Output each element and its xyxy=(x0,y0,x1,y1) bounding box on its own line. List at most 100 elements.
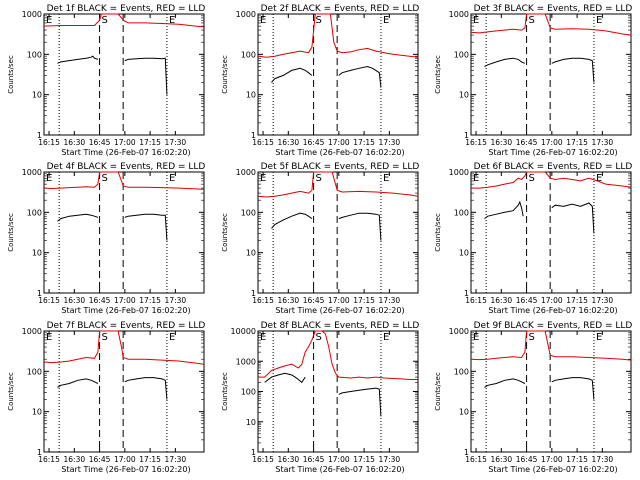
series-lld-line xyxy=(471,171,632,189)
chart-panel-det-7f: Det 7f BLACK = Events, RED = LLD Counts/s… xyxy=(7,321,205,474)
x-tick-label: 16:15 xyxy=(252,296,274,305)
chart-title: Det 3f BLACK = Events, RED = LLD xyxy=(474,4,633,14)
chart-title: Det 2f BLACK = Events, RED = LLD xyxy=(261,4,420,14)
y-axis-label: Counts/sec xyxy=(7,55,15,94)
x-tick-label: 16:45 xyxy=(516,296,538,305)
end-marker-label: E xyxy=(169,15,175,26)
y-tick-label: 1000 xyxy=(236,10,256,19)
end-marker-label: E xyxy=(383,332,389,343)
start-marker-label: S xyxy=(101,15,107,26)
y-tick-label: 1 xyxy=(464,289,469,298)
x-tick-label: 16:30 xyxy=(64,296,86,305)
x-tick-label: 17:30 xyxy=(592,455,614,464)
y-tick-label: 10 xyxy=(459,91,469,100)
series-events-line xyxy=(271,212,382,241)
y-tick-label: 1000 xyxy=(449,327,469,336)
x-tick-label: 17:30 xyxy=(165,296,187,305)
x-tick-label: 17:15 xyxy=(139,138,161,147)
y-tick-label: 1000 xyxy=(449,168,469,177)
x-tick-label: 16:15 xyxy=(465,296,487,305)
chart-panel-det-8f: Det 8f BLACK = Events, RED = LLD Counts/s… xyxy=(221,321,419,474)
y-tick-label: 100 xyxy=(241,50,256,59)
x-tick-label: 16:15 xyxy=(252,138,274,147)
x-axis-label: Start Time (26-Feb-07 16:02:20) xyxy=(488,148,617,157)
plot-frame xyxy=(470,171,632,294)
series-lld-line xyxy=(257,13,419,58)
series-lld-line xyxy=(258,330,418,380)
x-tick-label: 17:00 xyxy=(328,296,350,305)
x-tick-label: 16:30 xyxy=(278,455,300,464)
y-axis-label: Counts/sec xyxy=(434,372,442,411)
y-tick-label: 10 xyxy=(32,249,42,258)
y-tick-label: 1000 xyxy=(22,327,42,336)
series-lld-line xyxy=(257,171,419,198)
y-tick-label: 10 xyxy=(246,91,256,100)
y-tick-label: 1 xyxy=(464,131,469,140)
x-tick-label: 17:15 xyxy=(566,138,588,147)
x-tick-label: 16:15 xyxy=(38,296,60,305)
x-tick-label: 16:30 xyxy=(64,455,86,464)
x-tick-label: 17:00 xyxy=(328,138,350,147)
start-marker-label: S xyxy=(528,15,534,26)
plot-frame xyxy=(43,330,205,453)
y-tick-label: 1 xyxy=(37,448,42,457)
x-tick-label: 16:45 xyxy=(303,296,325,305)
y-tick-label: 10 xyxy=(459,249,469,258)
chart-panel-det-4f: Det 4f BLACK = Events, RED = LLD Counts/s… xyxy=(7,162,205,315)
series-events-line xyxy=(484,200,595,234)
x-axis-label: Start Time (26-Feb-07 16:02:20) xyxy=(488,306,617,315)
x-tick-label: 17:30 xyxy=(379,296,401,305)
start-marker-label: S xyxy=(315,15,321,26)
x-tick-label: 16:15 xyxy=(38,455,60,464)
y-axis-label: Counts/sec xyxy=(7,372,15,411)
end-marker-label: E xyxy=(46,173,52,184)
x-tick-label: 17:30 xyxy=(165,138,187,147)
end-marker-label: E xyxy=(260,332,266,343)
y-axis-label: Counts/sec xyxy=(221,213,229,252)
end-marker-label: E xyxy=(473,173,479,184)
series-events-line xyxy=(57,377,168,400)
x-tick-label: 16:45 xyxy=(303,455,325,464)
series-lld-line xyxy=(470,13,632,36)
y-axis-label: Counts/sec xyxy=(221,372,229,411)
y-tick-label: 1000 xyxy=(22,10,42,19)
end-marker-label: E xyxy=(473,332,479,343)
x-tick-label: 17:15 xyxy=(566,455,588,464)
y-tick-label: 100 xyxy=(454,208,469,217)
x-tick-label: 17:30 xyxy=(592,296,614,305)
series-lld-line xyxy=(470,330,632,361)
y-tick-label: 1000 xyxy=(236,168,256,177)
series-events-line xyxy=(484,57,595,83)
chart-title: Det 5f BLACK = Events, RED = LLD xyxy=(261,162,420,172)
x-axis-label: Start Time (26-Feb-07 16:02:20) xyxy=(275,465,404,474)
x-tick-label: 17:00 xyxy=(328,455,350,464)
x-tick-label: 16:30 xyxy=(278,138,300,147)
start-marker-label: S xyxy=(528,173,534,184)
chart-title: Det 8f BLACK = Events, RED = LLD xyxy=(261,321,420,331)
end-marker-label: E xyxy=(473,15,479,26)
chart-panel-det-2f: Det 2f BLACK = Events, RED = LLD Counts/s… xyxy=(221,4,419,157)
y-tick-label: 100 xyxy=(27,50,42,59)
y-tick-label: 1000 xyxy=(236,357,256,366)
y-tick-label: 100 xyxy=(241,208,256,217)
series-events-line xyxy=(484,377,595,400)
x-tick-label: 16:30 xyxy=(491,296,513,305)
y-tick-label: 100 xyxy=(27,367,42,376)
x-tick-label: 17:00 xyxy=(114,455,136,464)
series-lld-line xyxy=(43,171,205,190)
end-marker-label: E xyxy=(46,15,52,26)
x-tick-label: 16:45 xyxy=(303,138,325,147)
chart-panel-det-9f: Det 9f BLACK = Events, RED = LLD Counts/s… xyxy=(434,321,632,474)
y-tick-label: 1 xyxy=(37,289,42,298)
x-axis-label: Start Time (26-Feb-07 16:02:20) xyxy=(61,465,190,474)
x-tick-label: 17:00 xyxy=(541,296,563,305)
x-tick-label: 16:45 xyxy=(516,455,538,464)
y-tick-label: 10 xyxy=(246,418,256,427)
series-events-line xyxy=(271,65,382,88)
chart-panel-det-1f: Det 1f BLACK = Events, RED = LLD Counts/s… xyxy=(7,4,205,157)
x-tick-label: 16:45 xyxy=(516,138,538,147)
y-tick-label: 1 xyxy=(464,448,469,457)
y-axis-label: Counts/sec xyxy=(434,213,442,252)
chart-title: Det 9f BLACK = Events, RED = LLD xyxy=(474,321,633,331)
